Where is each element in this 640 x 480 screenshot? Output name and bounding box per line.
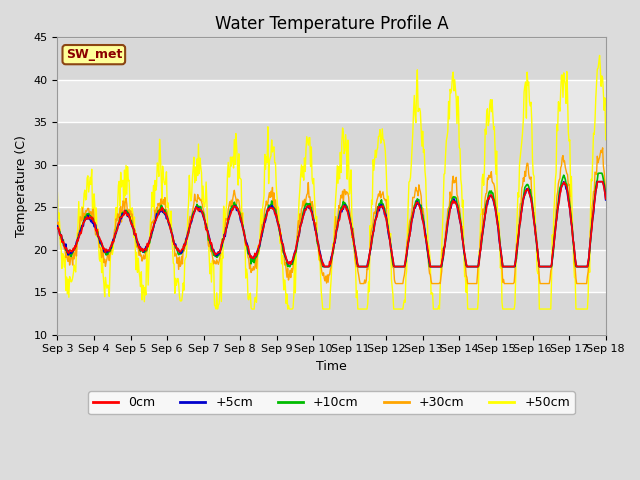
X-axis label: Time: Time: [316, 360, 347, 373]
Bar: [58, 122, 605, 165]
Title: Water Temperature Profile A: Water Temperature Profile A: [215, 15, 449, 33]
Bar: [58, 80, 605, 122]
Legend: 0cm, +5cm, +10cm, +30cm, +50cm: 0cm, +5cm, +10cm, +30cm, +50cm: [88, 391, 575, 414]
Text: SW_met: SW_met: [66, 48, 122, 61]
Y-axis label: Temperature (C): Temperature (C): [15, 135, 28, 237]
Bar: [58, 37, 605, 80]
Bar: [58, 250, 605, 292]
Bar: [58, 292, 605, 335]
Bar: [58, 207, 605, 250]
Bar: [58, 165, 605, 207]
